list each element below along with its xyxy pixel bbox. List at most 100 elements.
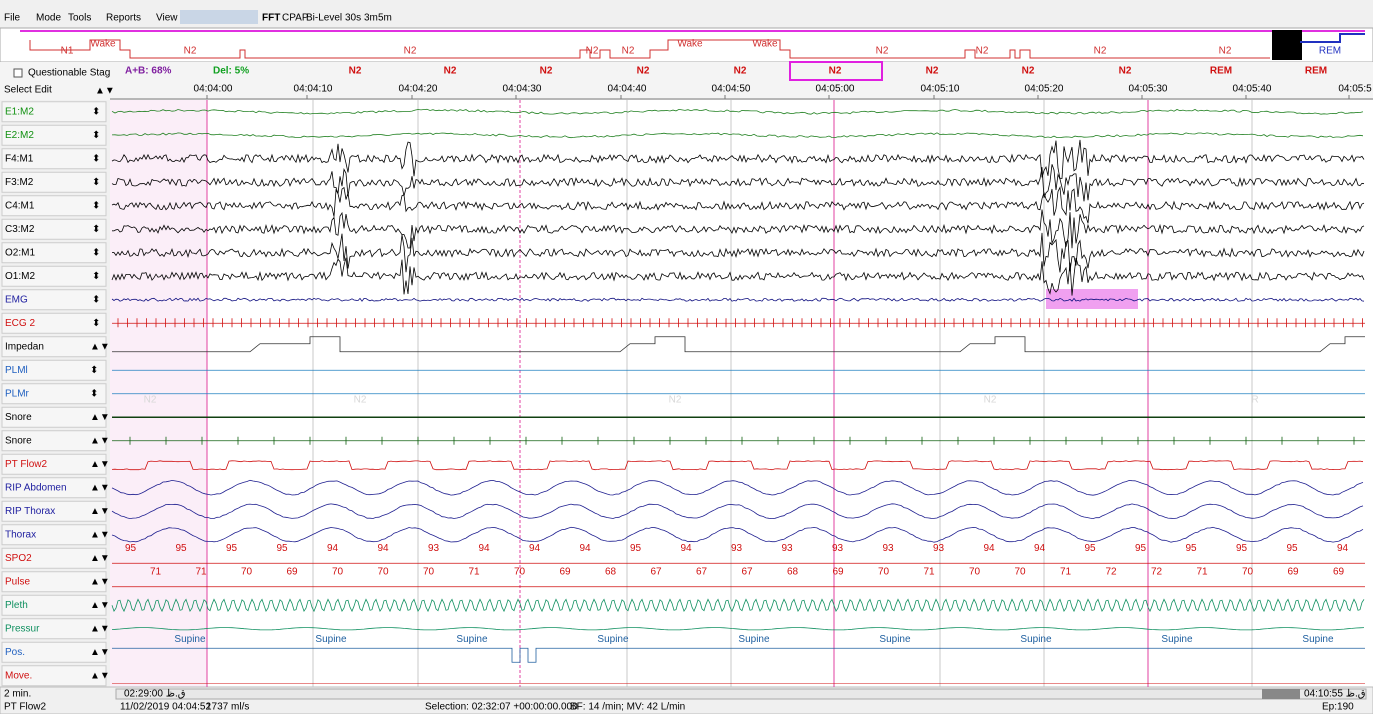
channel-label-box[interactable] <box>1 359 107 381</box>
waveform <box>111 479 1364 496</box>
channel-label-box[interactable] <box>1 124 107 146</box>
channel-label-box[interactable] <box>1 265 107 287</box>
menu-item[interactable]: Mode <box>36 13 61 24</box>
status-text: 1737 ml/s <box>206 702 249 713</box>
spo2-value: 94 <box>580 543 592 554</box>
channel-label[interactable]: C3:M2 <box>5 224 35 235</box>
channel-label[interactable]: F4:M1 <box>5 153 34 164</box>
channel-label-box[interactable] <box>1 148 107 170</box>
waveform <box>111 460 1364 471</box>
channel-label[interactable]: F3:M2 <box>5 177 34 188</box>
time-label: 04:04:30 <box>503 84 542 95</box>
channel-control: ▲▼ <box>90 529 110 540</box>
pulse-value: 70 <box>241 567 253 578</box>
spo2-value: 94 <box>984 543 996 554</box>
pulse-value: 71 <box>924 567 936 578</box>
time-label: 04:04:10 <box>294 84 333 95</box>
channel-label[interactable]: Impedan <box>5 341 44 352</box>
sort-arrows: ▲▼ <box>95 86 115 97</box>
channel-label[interactable]: Snore <box>5 435 32 446</box>
stage-watermark: N2 <box>354 395 367 406</box>
hypno-label: N2 <box>876 46 889 57</box>
channel-label[interactable]: RIP Abdomen <box>5 482 67 493</box>
channel-label-box[interactable] <box>1 430 107 452</box>
channel-control: ⬍ <box>92 247 100 258</box>
channel-label[interactable]: PLMr <box>5 388 30 399</box>
position-value: Supine <box>174 634 206 645</box>
hypno-label: N2 <box>622 46 635 57</box>
channel-label[interactable]: SPO2 <box>5 553 32 564</box>
channel-label[interactable]: RIP Thorax <box>5 506 55 517</box>
channel-label[interactable]: ECG 2 <box>5 318 35 329</box>
channel-label[interactable]: Thorax <box>5 529 36 540</box>
spo2-value: 95 <box>125 543 137 554</box>
pulse-value: 67 <box>651 567 663 578</box>
channel-label-box[interactable] <box>1 500 107 522</box>
spo2-value: 94 <box>1337 543 1349 554</box>
channel-label[interactable]: O1:M2 <box>5 271 35 282</box>
channel-label-box[interactable] <box>1 547 107 569</box>
hypno-rem <box>1300 33 1365 43</box>
menu-item[interactable]: Tools <box>68 13 91 24</box>
spo2-value: 95 <box>1186 543 1198 554</box>
status-text: Selection: 02:32:07 +00:00:00.000 <box>425 702 578 713</box>
channel-label[interactable]: PLMl <box>5 365 28 376</box>
channel-label[interactable]: PT Flow2 <box>5 459 47 470</box>
channel-label-box[interactable] <box>1 242 107 264</box>
channel-label[interactable]: O2:M1 <box>5 247 35 258</box>
checkbox[interactable] <box>13 68 23 78</box>
toolbar-button[interactable]: CPAP <box>282 13 309 24</box>
channel-label-box[interactable] <box>1 336 107 358</box>
channel-label[interactable]: E2:M2 <box>5 130 34 141</box>
channel-label[interactable]: EMG <box>5 294 28 305</box>
status-text: 2 min. <box>4 689 31 700</box>
channel-label-box[interactable] <box>1 383 107 405</box>
channel-label-box[interactable] <box>1 453 107 475</box>
channel-label-box[interactable] <box>1 218 107 240</box>
channel-label-box[interactable] <box>1 618 107 640</box>
channel-label-box[interactable] <box>1 289 107 311</box>
spo2-value: 94 <box>327 543 339 554</box>
channel-label-box[interactable] <box>1 312 107 334</box>
channel-label-box[interactable] <box>1 171 107 193</box>
channel-label-box[interactable] <box>1 101 107 123</box>
position-value: Supine <box>1161 634 1193 645</box>
scrollbar-track[interactable] <box>115 688 1367 700</box>
channel-label[interactable]: Move. <box>5 670 32 681</box>
time-label: 04:05:5 <box>1338 84 1372 95</box>
spo2-value: 94 <box>529 543 541 554</box>
position-value: Supine <box>1020 634 1052 645</box>
toolbar-button[interactable]: Bi-Level <box>306 13 342 24</box>
toolbar-button[interactable]: 5m <box>378 13 392 24</box>
channel-label-box[interactable] <box>1 594 107 616</box>
channel-label[interactable]: Pleth <box>5 600 28 611</box>
channel-label-box[interactable] <box>1 406 107 428</box>
menu-item[interactable]: File <box>4 13 21 24</box>
channel-label[interactable]: Pos. <box>5 647 25 658</box>
channel-label[interactable]: E1:M2 <box>5 106 34 117</box>
channel-label-box[interactable] <box>1 477 107 499</box>
channel-label[interactable]: Pressur <box>5 623 40 634</box>
toolbar-button[interactable]: 30s <box>345 13 361 24</box>
stage-watermark: R <box>1251 395 1258 406</box>
channel-label-box[interactable] <box>1 571 107 593</box>
channel-label-box[interactable] <box>1 195 107 217</box>
pulse-value: 68 <box>787 567 799 578</box>
toolbar-button[interactable]: FFT <box>262 13 280 24</box>
channel-label[interactable]: C4:M1 <box>5 200 35 211</box>
channel-label-box[interactable] <box>1 641 107 663</box>
pulse-value: 69 <box>560 567 572 578</box>
channel-label[interactable]: Snore <box>5 412 32 423</box>
menu-item[interactable]: Reports <box>106 13 141 24</box>
menu-item[interactable]: View <box>156 13 178 24</box>
channel-control: ▲▼ <box>90 576 110 587</box>
scrollbar-thumb[interactable] <box>1262 689 1300 699</box>
time-label: 04:05:30 <box>1129 84 1168 95</box>
channel-label[interactable]: Pulse <box>5 576 30 587</box>
toolbar-button[interactable]: 3m <box>364 13 378 24</box>
epoch-stage: N2 <box>1119 66 1132 77</box>
channel-label-box[interactable] <box>1 665 107 687</box>
channel-label-box[interactable] <box>1 524 107 546</box>
spo2-value: 94 <box>479 543 491 554</box>
hypnogram-line <box>29 39 1270 59</box>
